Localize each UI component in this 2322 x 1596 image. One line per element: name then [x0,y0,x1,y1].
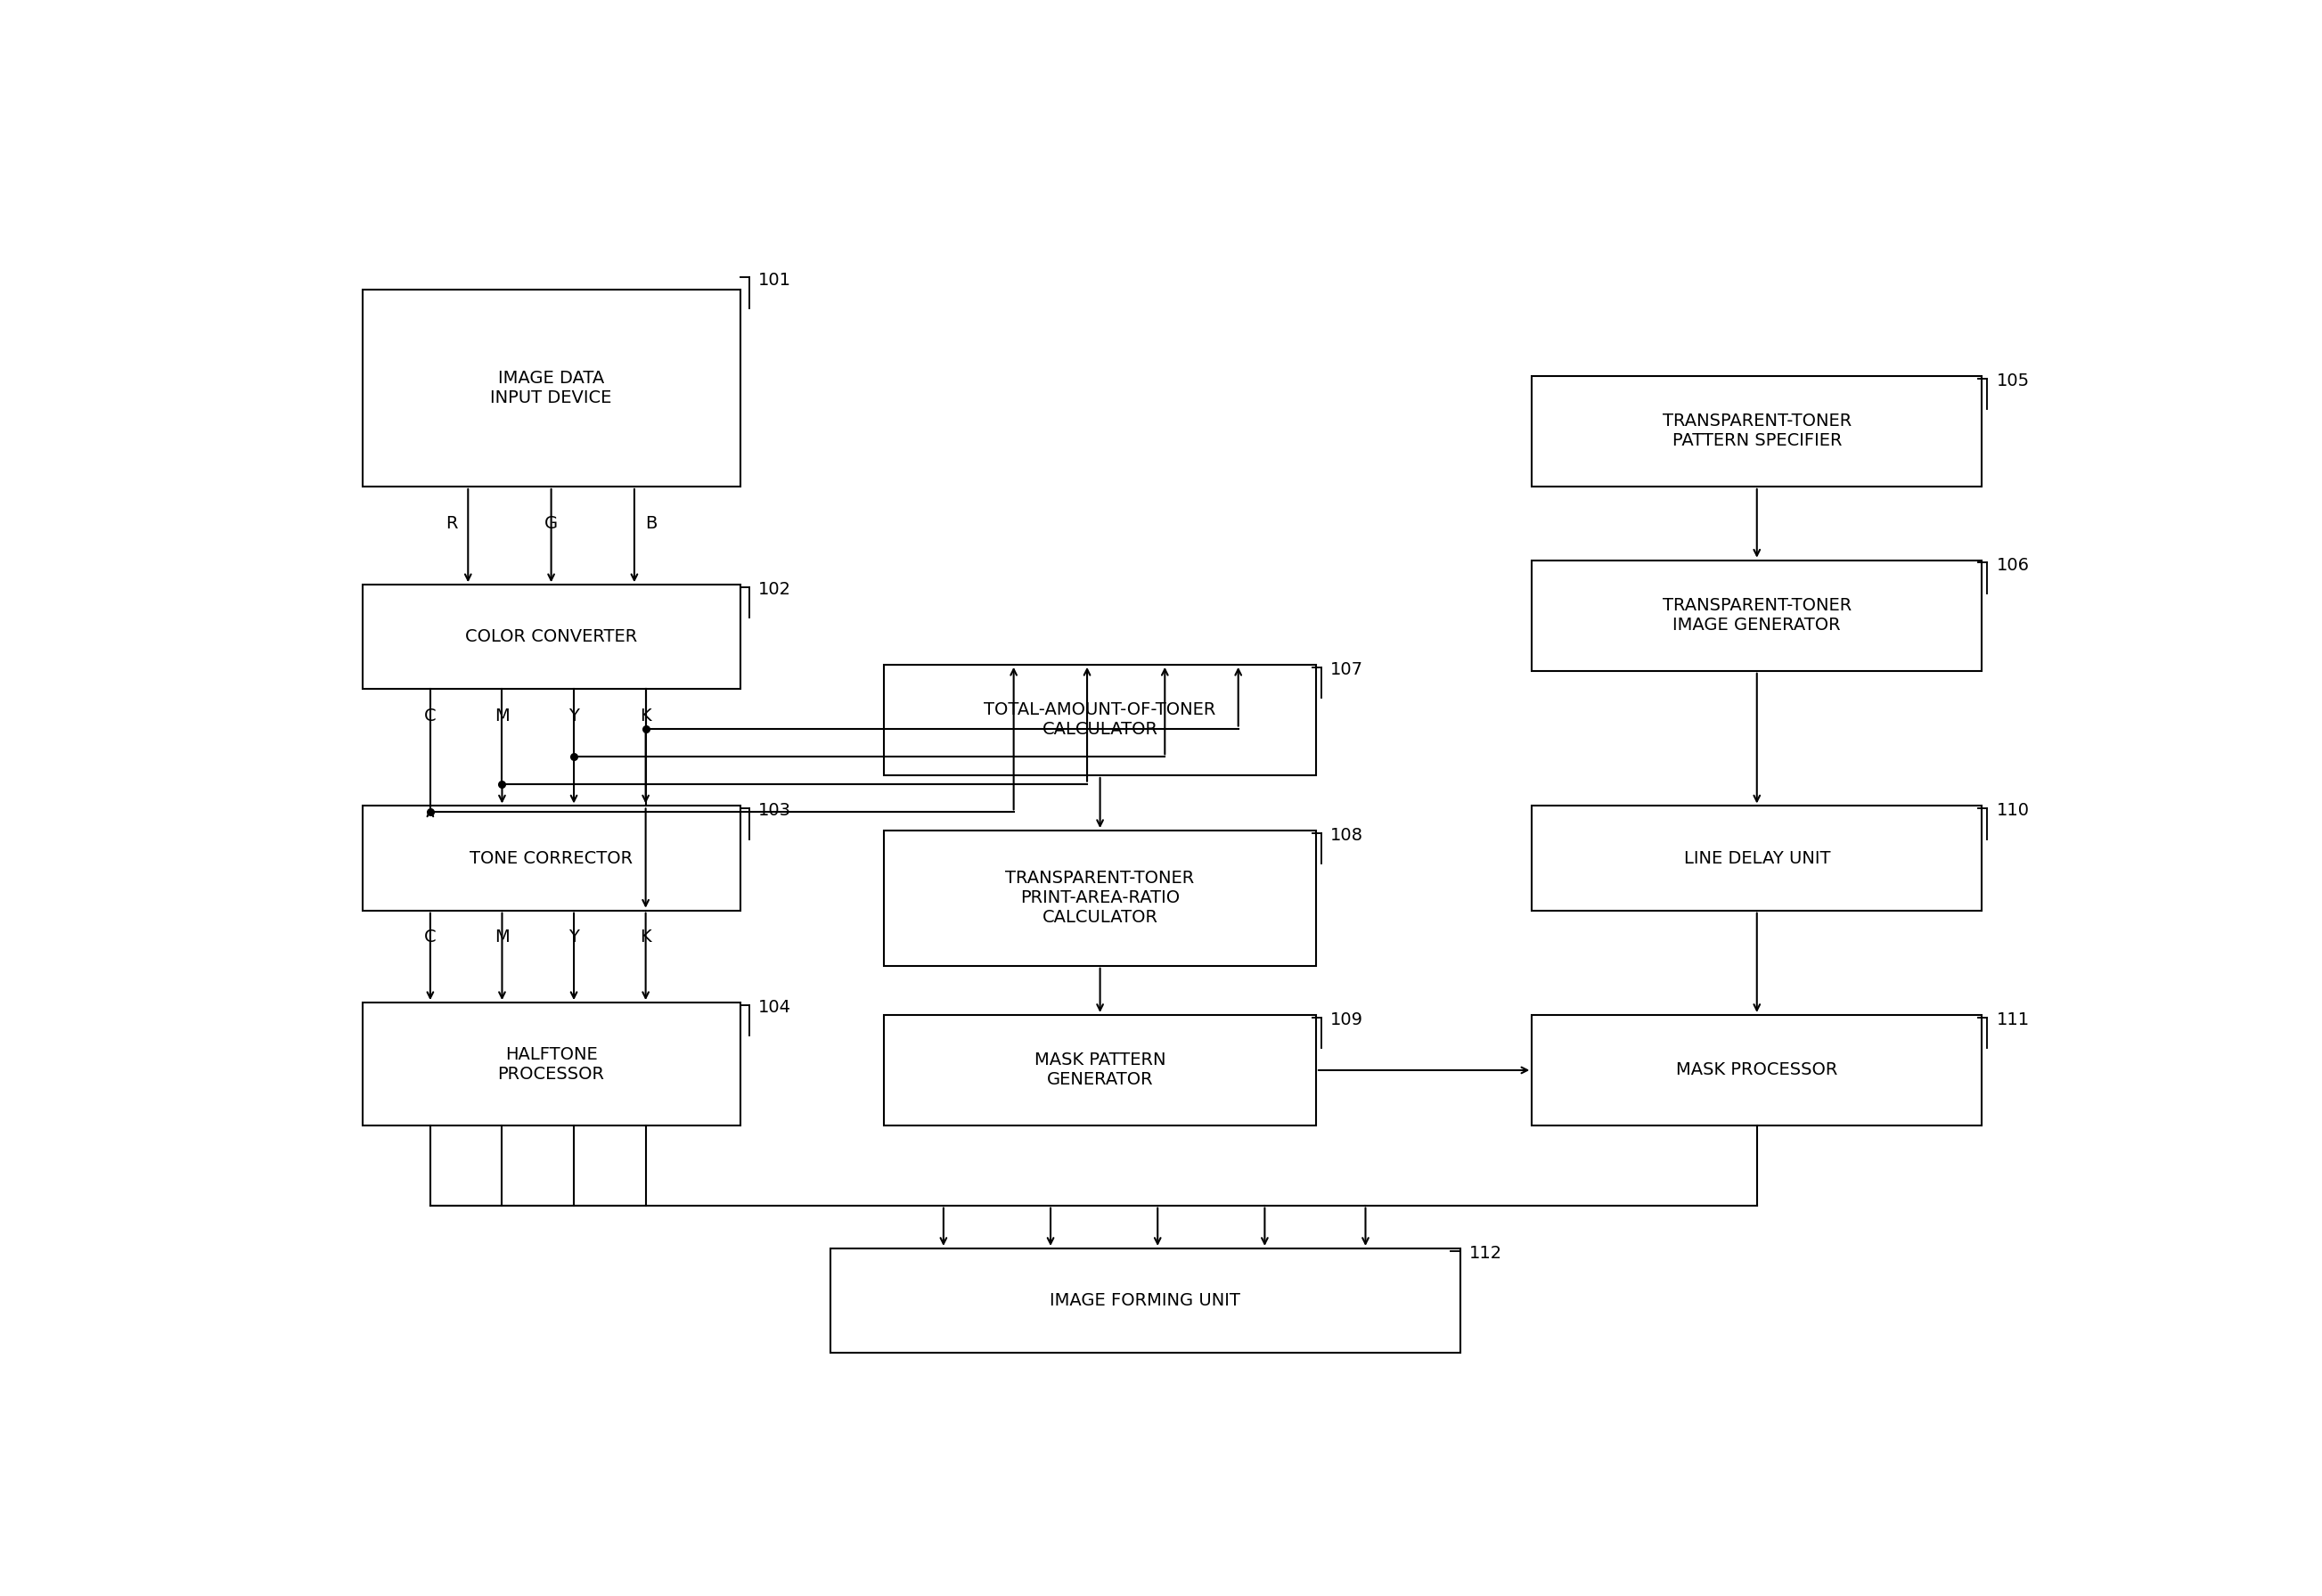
Text: M: M [495,929,509,946]
Text: G: G [543,516,557,531]
Bar [1533,806,1983,910]
Text: MASK PATTERN
GENERATOR: MASK PATTERN GENERATOR [1033,1052,1166,1088]
Text: 101: 101 [757,271,792,289]
Text: COLOR CONVERTER: COLOR CONVERTER [464,629,636,645]
Text: TRANSPARENT-TONER
PRINT-AREA-RATIO
CALCULATOR: TRANSPARENT-TONER PRINT-AREA-RATIO CALCU… [1005,870,1194,926]
Text: 110: 110 [1997,803,2029,819]
Text: HALFTONE
PROCESSOR: HALFTONE PROCESSOR [497,1045,604,1082]
Text: LINE DELAY UNIT: LINE DELAY UNIT [1683,849,1830,867]
Text: 106: 106 [1997,557,2029,573]
Text: 103: 103 [757,803,792,819]
Bar [362,290,741,487]
Text: K: K [641,707,650,725]
Text: 111: 111 [1997,1012,2029,1028]
Bar [1533,377,1983,487]
Text: M: M [495,707,509,725]
Text: C: C [425,707,437,725]
Text: Y: Y [569,929,578,946]
Text: IMAGE DATA
INPUT DEVICE: IMAGE DATA INPUT DEVICE [490,370,613,407]
Bar [362,806,741,910]
Bar [1533,1015,1983,1125]
Bar [885,830,1317,966]
Text: IMAGE FORMING UNIT: IMAGE FORMING UNIT [1050,1293,1240,1309]
Text: 105: 105 [1997,372,2029,389]
Text: K: K [641,929,650,946]
Bar [362,1002,741,1125]
Text: R: R [446,516,457,531]
Bar [362,584,741,689]
Text: 109: 109 [1331,1012,1363,1028]
Text: C: C [425,929,437,946]
Bar [831,1248,1461,1353]
Text: 107: 107 [1331,661,1363,678]
Text: TRANSPARENT-TONER
PATTERN SPECIFIER: TRANSPARENT-TONER PATTERN SPECIFIER [1663,413,1851,450]
Text: 112: 112 [1470,1245,1502,1261]
Text: Y: Y [569,707,578,725]
Bar [1533,560,1983,670]
Text: B: B [646,516,657,531]
Text: MASK PROCESSOR: MASK PROCESSOR [1676,1061,1837,1079]
Text: 102: 102 [757,581,792,598]
Text: 104: 104 [757,999,792,1015]
Text: TOTAL-AMOUNT-OF-TONER
CALCULATOR: TOTAL-AMOUNT-OF-TONER CALCULATOR [985,702,1217,739]
Text: TRANSPARENT-TONER
IMAGE GENERATOR: TRANSPARENT-TONER IMAGE GENERATOR [1663,597,1851,634]
Text: 108: 108 [1331,827,1363,844]
Bar [885,664,1317,776]
Bar [885,1015,1317,1125]
Text: TONE CORRECTOR: TONE CORRECTOR [469,849,634,867]
